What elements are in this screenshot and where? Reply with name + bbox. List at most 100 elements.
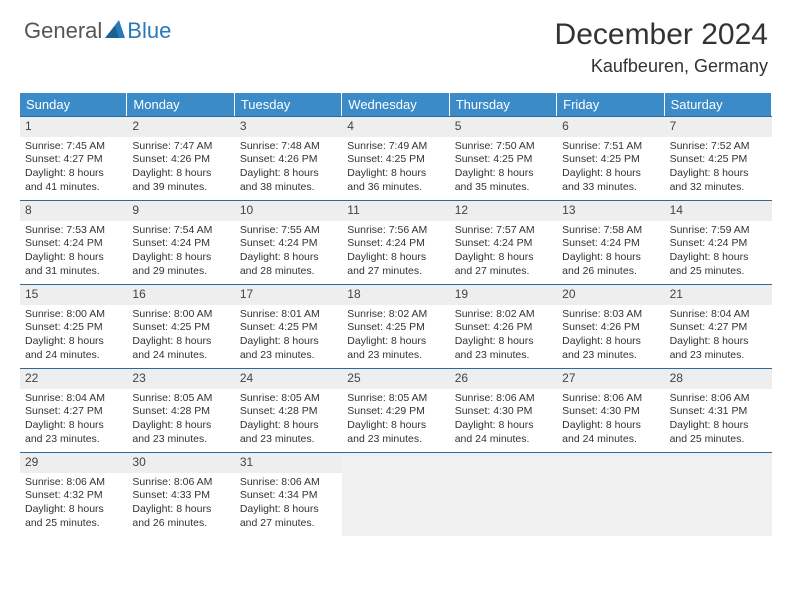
sunset-line: Sunset: 4:25 PM	[562, 153, 659, 167]
day-number: 2	[127, 117, 234, 137]
day-cell: 16Sunrise: 8:00 AMSunset: 4:25 PMDayligh…	[127, 284, 234, 368]
daylight-line: Daylight: 8 hours and 31 minutes.	[25, 251, 122, 278]
weekday-header: Sunday	[20, 93, 127, 116]
sunrise-line: Sunrise: 7:47 AM	[132, 140, 229, 154]
day-number: 31	[235, 453, 342, 473]
blank-cell	[665, 452, 772, 536]
day-body: Sunrise: 8:06 AMSunset: 4:33 PMDaylight:…	[127, 473, 234, 536]
sunset-line: Sunset: 4:25 PM	[240, 321, 337, 335]
day-body: Sunrise: 8:00 AMSunset: 4:25 PMDaylight:…	[127, 305, 234, 368]
sunset-line: Sunset: 4:28 PM	[132, 405, 229, 419]
sunset-line: Sunset: 4:25 PM	[670, 153, 767, 167]
sunset-line: Sunset: 4:25 PM	[25, 321, 122, 335]
sunrise-line: Sunrise: 8:01 AM	[240, 308, 337, 322]
sunrise-line: Sunrise: 7:50 AM	[455, 140, 552, 154]
sunrise-line: Sunrise: 7:58 AM	[562, 224, 659, 238]
day-body: Sunrise: 8:05 AMSunset: 4:29 PMDaylight:…	[342, 389, 449, 452]
day-cell: 2Sunrise: 7:47 AMSunset: 4:26 PMDaylight…	[127, 116, 234, 200]
day-number: 6	[557, 117, 664, 137]
day-cell: 11Sunrise: 7:56 AMSunset: 4:24 PMDayligh…	[342, 200, 449, 284]
sunset-line: Sunset: 4:27 PM	[25, 405, 122, 419]
day-cell: 10Sunrise: 7:55 AMSunset: 4:24 PMDayligh…	[235, 200, 342, 284]
day-number: 16	[127, 285, 234, 305]
day-number: 23	[127, 369, 234, 389]
brand-logo: General Blue	[24, 18, 171, 44]
day-number: 9	[127, 201, 234, 221]
day-number: 4	[342, 117, 449, 137]
sunset-line: Sunset: 4:25 PM	[347, 321, 444, 335]
day-body: Sunrise: 8:06 AMSunset: 4:30 PMDaylight:…	[557, 389, 664, 452]
day-body: Sunrise: 8:03 AMSunset: 4:26 PMDaylight:…	[557, 305, 664, 368]
day-number: 14	[665, 201, 772, 221]
day-cell: 21Sunrise: 8:04 AMSunset: 4:27 PMDayligh…	[665, 284, 772, 368]
sunset-line: Sunset: 4:26 PM	[132, 153, 229, 167]
blank-cell	[450, 452, 557, 536]
day-body: Sunrise: 8:05 AMSunset: 4:28 PMDaylight:…	[235, 389, 342, 452]
day-body: Sunrise: 8:05 AMSunset: 4:28 PMDaylight:…	[127, 389, 234, 452]
daylight-line: Daylight: 8 hours and 27 minutes.	[347, 251, 444, 278]
blank-cell	[342, 452, 449, 536]
daylight-line: Daylight: 8 hours and 26 minutes.	[562, 251, 659, 278]
day-body: Sunrise: 8:01 AMSunset: 4:25 PMDaylight:…	[235, 305, 342, 368]
day-number: 12	[450, 201, 557, 221]
day-number: 7	[665, 117, 772, 137]
day-number: 5	[450, 117, 557, 137]
day-body: Sunrise: 8:06 AMSunset: 4:31 PMDaylight:…	[665, 389, 772, 452]
day-body: Sunrise: 8:02 AMSunset: 4:25 PMDaylight:…	[342, 305, 449, 368]
day-number: 1	[20, 117, 127, 137]
daylight-line: Daylight: 8 hours and 27 minutes.	[240, 503, 337, 530]
sunrise-line: Sunrise: 7:56 AM	[347, 224, 444, 238]
sunrise-line: Sunrise: 7:55 AM	[240, 224, 337, 238]
day-cell: 22Sunrise: 8:04 AMSunset: 4:27 PMDayligh…	[20, 368, 127, 452]
day-cell: 3Sunrise: 7:48 AMSunset: 4:26 PMDaylight…	[235, 116, 342, 200]
daylight-line: Daylight: 8 hours and 24 minutes.	[562, 419, 659, 446]
title-block: December 2024 Kaufbeuren, Germany	[555, 18, 768, 77]
sunrise-line: Sunrise: 7:59 AM	[670, 224, 767, 238]
day-number: 10	[235, 201, 342, 221]
sunrise-line: Sunrise: 7:54 AM	[132, 224, 229, 238]
sunset-line: Sunset: 4:24 PM	[25, 237, 122, 251]
sunrise-line: Sunrise: 8:06 AM	[562, 392, 659, 406]
daylight-line: Daylight: 8 hours and 25 minutes.	[670, 251, 767, 278]
daylight-line: Daylight: 8 hours and 23 minutes.	[455, 335, 552, 362]
sunset-line: Sunset: 4:24 PM	[670, 237, 767, 251]
day-cell: 7Sunrise: 7:52 AMSunset: 4:25 PMDaylight…	[665, 116, 772, 200]
day-cell: 4Sunrise: 7:49 AMSunset: 4:25 PMDaylight…	[342, 116, 449, 200]
sunrise-line: Sunrise: 7:57 AM	[455, 224, 552, 238]
daylight-line: Daylight: 8 hours and 25 minutes.	[670, 419, 767, 446]
sunrise-line: Sunrise: 8:04 AM	[670, 308, 767, 322]
day-number: 25	[342, 369, 449, 389]
daylight-line: Daylight: 8 hours and 27 minutes.	[455, 251, 552, 278]
day-cell: 25Sunrise: 8:05 AMSunset: 4:29 PMDayligh…	[342, 368, 449, 452]
day-body: Sunrise: 8:06 AMSunset: 4:32 PMDaylight:…	[20, 473, 127, 536]
day-body: Sunrise: 8:02 AMSunset: 4:26 PMDaylight:…	[450, 305, 557, 368]
sunset-line: Sunset: 4:24 PM	[347, 237, 444, 251]
page-header: General Blue December 2024 Kaufbeuren, G…	[0, 0, 792, 83]
daylight-line: Daylight: 8 hours and 23 minutes.	[240, 419, 337, 446]
daylight-line: Daylight: 8 hours and 33 minutes.	[562, 167, 659, 194]
daylight-line: Daylight: 8 hours and 25 minutes.	[25, 503, 122, 530]
day-cell: 31Sunrise: 8:06 AMSunset: 4:34 PMDayligh…	[235, 452, 342, 536]
sunrise-line: Sunrise: 8:06 AM	[670, 392, 767, 406]
day-body: Sunrise: 7:51 AMSunset: 4:25 PMDaylight:…	[557, 137, 664, 200]
day-body: Sunrise: 7:56 AMSunset: 4:24 PMDaylight:…	[342, 221, 449, 284]
day-body: Sunrise: 7:48 AMSunset: 4:26 PMDaylight:…	[235, 137, 342, 200]
day-number: 30	[127, 453, 234, 473]
day-cell: 19Sunrise: 8:02 AMSunset: 4:26 PMDayligh…	[450, 284, 557, 368]
brand-triangle-icon	[105, 20, 125, 43]
daylight-line: Daylight: 8 hours and 23 minutes.	[240, 335, 337, 362]
sunset-line: Sunset: 4:24 PM	[562, 237, 659, 251]
day-number: 20	[557, 285, 664, 305]
blank-cell	[557, 452, 664, 536]
day-cell: 1Sunrise: 7:45 AMSunset: 4:27 PMDaylight…	[20, 116, 127, 200]
weekday-header: Saturday	[665, 93, 772, 116]
daylight-line: Daylight: 8 hours and 29 minutes.	[132, 251, 229, 278]
day-body: Sunrise: 7:53 AMSunset: 4:24 PMDaylight:…	[20, 221, 127, 284]
day-body: Sunrise: 7:59 AMSunset: 4:24 PMDaylight:…	[665, 221, 772, 284]
day-body: Sunrise: 7:54 AMSunset: 4:24 PMDaylight:…	[127, 221, 234, 284]
day-cell: 30Sunrise: 8:06 AMSunset: 4:33 PMDayligh…	[127, 452, 234, 536]
day-body: Sunrise: 8:04 AMSunset: 4:27 PMDaylight:…	[20, 389, 127, 452]
daylight-line: Daylight: 8 hours and 24 minutes.	[25, 335, 122, 362]
sunrise-line: Sunrise: 7:48 AM	[240, 140, 337, 154]
sunrise-line: Sunrise: 7:45 AM	[25, 140, 122, 154]
